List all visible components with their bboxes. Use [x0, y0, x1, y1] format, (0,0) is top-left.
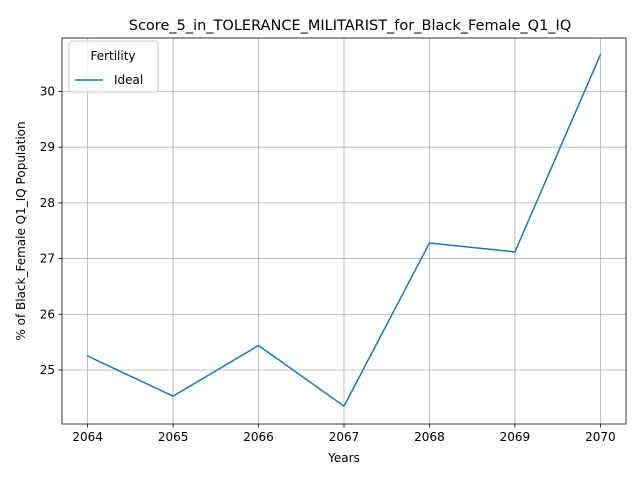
- legend: Fertility Ideal: [68, 40, 159, 93]
- series-lines: [86, 53, 602, 407]
- x-tick-label: 2069: [500, 430, 531, 444]
- y-tick-label: 30: [40, 84, 55, 98]
- x-tick-label: 2067: [329, 430, 360, 444]
- y-tick-label: 28: [40, 196, 55, 210]
- y-tick-label: 26: [40, 307, 55, 321]
- x-tick-label: 2065: [158, 430, 189, 444]
- y-tick-label: 25: [40, 363, 55, 377]
- y-axis-label: % of Black_Female Q1_IQ Population: [14, 121, 28, 340]
- y-axis-ticks: 25 26 27 28 29 30: [40, 84, 62, 377]
- x-axis-ticks: 2064 2065 2066 2067 2068 2069 2070: [72, 424, 616, 444]
- grid-lines: [62, 38, 626, 424]
- legend-label-ideal: Ideal: [114, 73, 143, 87]
- x-tick-label: 2064: [72, 430, 103, 444]
- x-axis-label: Years: [327, 451, 360, 465]
- legend-title: Fertility: [90, 49, 135, 63]
- x-tick-label: 2068: [414, 430, 445, 444]
- y-tick-label: 29: [40, 140, 55, 154]
- x-tick-label: 2066: [243, 430, 274, 444]
- series-line-ideal: [86, 53, 602, 407]
- chart-title: Score_5_in_TOLERANCE_MILITARIST_for_Blac…: [129, 18, 571, 34]
- x-tick-label: 2070: [585, 430, 616, 444]
- y-tick-label: 27: [40, 252, 55, 266]
